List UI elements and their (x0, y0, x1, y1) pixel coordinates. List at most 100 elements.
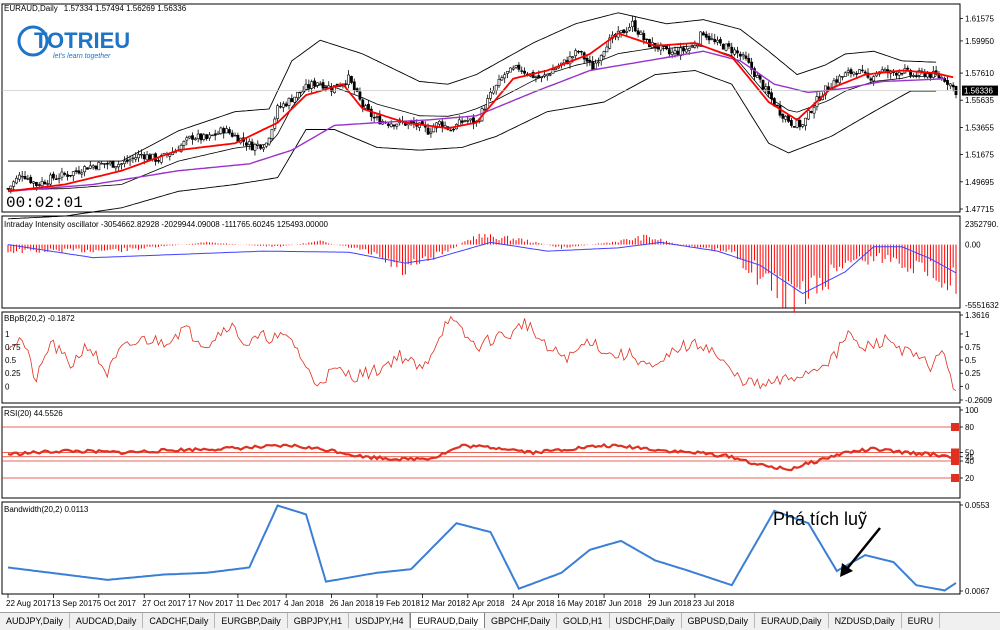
candle (463, 119, 467, 123)
symbol-tab[interactable]: EURAUD,Daily (410, 613, 485, 628)
x-tick-label: 27 Oct 2017 (142, 599, 186, 608)
candle (100, 161, 104, 165)
symbol-tab[interactable]: CADCHF,Daily (143, 613, 216, 628)
y-tick-label: 45 (965, 453, 974, 462)
candle (798, 118, 802, 131)
candle (145, 151, 149, 161)
symbol-tab[interactable]: NZDUSD,Daily (829, 613, 902, 628)
candle (750, 57, 754, 75)
symbol-tab[interactable]: EURU (902, 613, 941, 628)
candle (605, 43, 609, 53)
price-panel-title: EURAUD,Daily 1.57334 1.57494 1.56269 1.56… (4, 4, 187, 13)
candle (49, 172, 52, 187)
panel-frames (1, 3, 961, 595)
x-tick-label: 11 Dec 2017 (236, 599, 281, 608)
candle (579, 50, 583, 56)
y-tick-label: 2352790. (965, 220, 998, 229)
candle (262, 144, 265, 152)
candle (66, 170, 70, 181)
candle (494, 84, 498, 95)
symbol-tab[interactable]: EURAUD,Daily (755, 613, 829, 628)
candle (608, 34, 612, 50)
y-tick-label: 100 (965, 406, 979, 415)
symbol-tab[interactable]: GOLD,H1 (557, 613, 610, 628)
candle (628, 23, 631, 32)
bbpb-panel: 1 0.75 0.5 0.25 0 (5, 315, 957, 392)
candle (903, 64, 907, 75)
bollinger-bands (7, 12, 937, 220)
candle (946, 76, 949, 90)
candle (412, 116, 416, 129)
candle (94, 164, 98, 171)
x-tick-label: 4 Jan 2018 (284, 599, 324, 608)
rsi-panel-title: RSI(20) 44.5526 (4, 409, 63, 418)
candle (125, 155, 129, 164)
candle (91, 164, 95, 170)
candle (193, 137, 197, 141)
candle (293, 96, 297, 105)
candle (37, 182, 41, 187)
logo-name: TOTRIEU (34, 28, 130, 53)
symbol-tab[interactable]: AUDCAD,Daily (70, 613, 144, 628)
candle (917, 67, 921, 79)
candle (841, 76, 844, 81)
symbol-tab[interactable]: USDJPY,H4 (349, 613, 411, 628)
candle (208, 131, 211, 141)
candle (489, 87, 492, 101)
x-tick-label: 7 Jun 2018 (602, 599, 642, 608)
y-tick-label: -5551632 (965, 301, 999, 310)
candle (227, 126, 231, 135)
rsi-panel (2, 423, 960, 482)
candle (838, 74, 842, 85)
bbpb-left-label: 1 (5, 330, 10, 339)
candle (386, 122, 390, 129)
symbol-tab[interactable]: GBPUSD,Daily (682, 613, 756, 628)
candle (744, 51, 748, 61)
symbol-tab[interactable]: USDCHF,Daily (610, 613, 682, 628)
candle (298, 91, 302, 97)
symbol-tab[interactable]: GBPCHF,Daily (485, 613, 557, 628)
y-tick-label: 1 (965, 330, 970, 339)
candle (236, 132, 240, 142)
candle (789, 118, 793, 128)
candle (230, 129, 234, 138)
candle (508, 67, 512, 73)
y-tick-label: 40 (965, 457, 974, 466)
candle (517, 62, 521, 73)
candle (276, 103, 280, 123)
candle (852, 71, 856, 77)
y-tick-label: 50 (965, 449, 974, 458)
candle (105, 161, 109, 170)
y-tick-label: 80 (965, 423, 974, 432)
candle (199, 133, 203, 144)
panel-frame-bbpb (1, 311, 961, 404)
candle (582, 51, 586, 64)
bbpb-line (7, 315, 957, 392)
candle (219, 126, 223, 135)
candle (83, 165, 87, 177)
candle (781, 112, 785, 123)
candle (548, 73, 552, 77)
candle (188, 135, 192, 140)
candle (753, 66, 756, 81)
candle (74, 167, 78, 175)
candle (653, 42, 657, 52)
candle (185, 135, 189, 146)
candle (951, 82, 955, 92)
symbol-tab[interactable]: AUDJPY,Daily (0, 613, 70, 628)
candle (88, 161, 92, 170)
x-tick-label: 29 Jun 2018 (647, 599, 692, 608)
candle (128, 155, 132, 166)
candle (401, 115, 404, 125)
symbol-tab[interactable]: GBPJPY,H1 (288, 613, 350, 628)
candle (148, 152, 152, 160)
candle (395, 123, 399, 130)
candle (270, 128, 274, 141)
candle (650, 37, 654, 49)
symbol-tab[interactable]: EURGBP,Daily (215, 613, 288, 628)
candle (352, 78, 356, 94)
candle (111, 160, 115, 168)
candle (631, 16, 634, 33)
candle (304, 79, 308, 91)
